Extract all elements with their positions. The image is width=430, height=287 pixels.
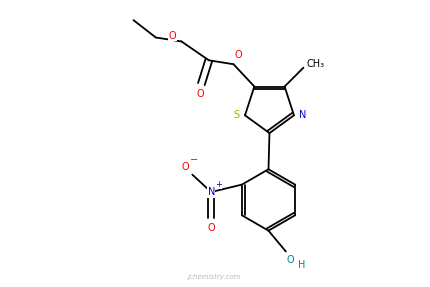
Text: jchemistry.com: jchemistry.com bbox=[188, 274, 241, 280]
Text: N: N bbox=[207, 187, 215, 197]
Text: O: O bbox=[181, 162, 189, 172]
Text: O: O bbox=[196, 89, 204, 99]
Text: +: + bbox=[214, 180, 221, 189]
Text: N: N bbox=[298, 110, 306, 120]
Text: O: O bbox=[234, 50, 242, 60]
Text: O: O bbox=[207, 223, 215, 233]
Text: H: H bbox=[297, 260, 304, 270]
Text: S: S bbox=[233, 110, 239, 120]
Text: −: − bbox=[190, 155, 198, 165]
Text: O: O bbox=[286, 255, 294, 265]
Text: CH₃: CH₃ bbox=[306, 59, 324, 69]
Text: O: O bbox=[169, 30, 176, 40]
